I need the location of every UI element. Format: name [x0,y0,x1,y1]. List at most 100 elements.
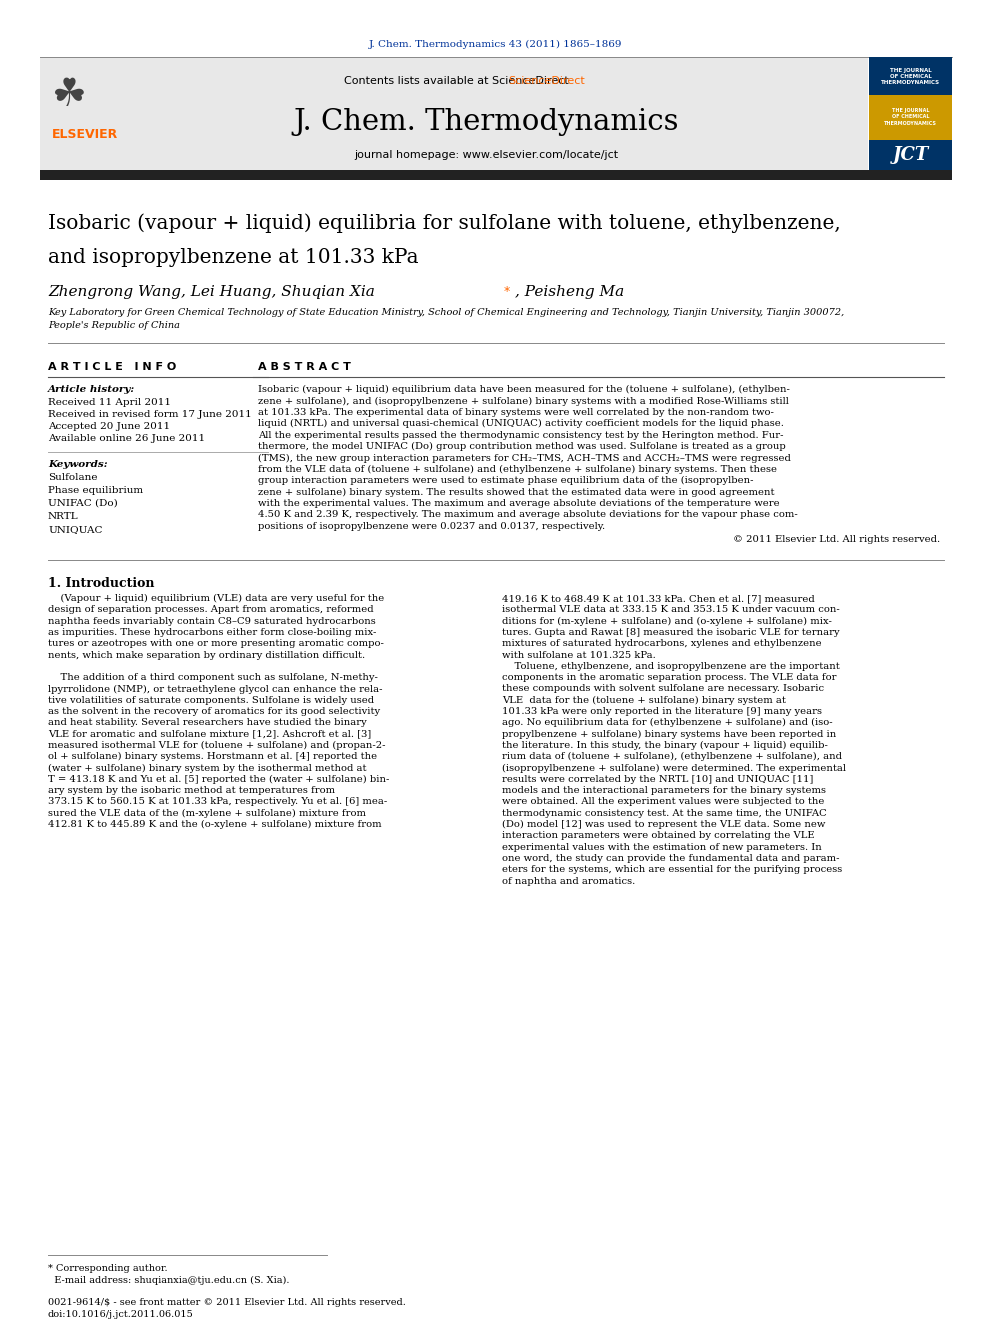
Text: *: * [503,284,510,298]
Text: ScienceDirect: ScienceDirect [508,75,584,86]
Bar [40,169,952,180]
Text: E-mail address: shuqianxia@tju.edu.cn (S. Xia).: E-mail address: shuqianxia@tju.edu.cn (S… [48,1275,290,1285]
Text: (Vapour + liquid) equilibrium (VLE) data are very useful for the: (Vapour + liquid) equilibrium (VLE) data… [48,594,384,603]
Text: the literature. In this study, the binary (vapour + liquid) equilib-: the literature. In this study, the binar… [502,741,828,750]
Text: The addition of a third component such as sulfolane, N-methy-: The addition of a third component such a… [48,673,378,683]
Text: Sulfolane: Sulfolane [48,474,97,482]
Text: , Peisheng Ma: , Peisheng Ma [515,284,625,299]
Text: liquid (NRTL) and universal quasi-chemical (UNIQUAC) activity coefficient models: liquid (NRTL) and universal quasi-chemic… [258,419,784,429]
Text: as impurities. These hydrocarbons either form close-boiling mix-: as impurities. These hydrocarbons either… [48,628,376,636]
Text: lpyrrolidone (NMP), or tetraethylene glycol can enhance the rela-: lpyrrolidone (NMP), or tetraethylene gly… [48,684,383,693]
Text: 419.16 K to 468.49 K at 101.33 kPa. Chen et al. [7] measured: 419.16 K to 468.49 K at 101.33 kPa. Chen… [502,594,814,603]
Text: Zhengrong Wang, Lei Huang, Shuqian Xia: Zhengrong Wang, Lei Huang, Shuqian Xia [48,284,375,299]
Text: tive volatilities of saturate components. Sulfolane is widely used: tive volatilities of saturate components… [48,696,374,705]
Text: (isopropylbenzene + sulfolane) were determined. The experimental: (isopropylbenzene + sulfolane) were dete… [502,763,846,773]
Text: (Do) model [12] was used to represent the VLE data. Some new: (Do) model [12] was used to represent th… [502,820,825,830]
Text: VLE for aromatic and sulfolane mixture [1,2]. Ashcroft et al. [3]: VLE for aromatic and sulfolane mixture [… [48,729,371,738]
Text: (water + sulfolane) binary system by the isothermal method at: (water + sulfolane) binary system by the… [48,763,366,773]
Text: sured the VLE data of the (m-xylene + sulfolane) mixture from: sured the VLE data of the (m-xylene + su… [48,808,366,818]
Text: rium data of (toluene + sulfolane), (ethylbenzene + sulfolane), and: rium data of (toluene + sulfolane), (eth… [502,753,842,761]
Text: Isobaric (vapour + liquid) equilibrium data have been measured for the (toluene : Isobaric (vapour + liquid) equilibrium d… [258,385,790,394]
Text: were obtained. All the experiment values were subjected to the: were obtained. All the experiment values… [502,798,824,807]
Text: Phase equilibrium: Phase equilibrium [48,486,143,495]
Text: and isopropylbenzene at 101.33 kPa: and isopropylbenzene at 101.33 kPa [48,247,419,267]
Text: experimental values with the estimation of new parameters. In: experimental values with the estimation … [502,843,821,852]
Text: propylbenzene + sulfolane) binary systems have been reported in: propylbenzene + sulfolane) binary system… [502,729,836,738]
Text: interaction parameters were obtained by correlating the VLE: interaction parameters were obtained by … [502,831,814,840]
Text: measured isothermal VLE for (toluene + sulfolane) and (propan-2-: measured isothermal VLE for (toluene + s… [48,741,386,750]
Text: from the VLE data of (toluene + sulfolane) and (ethylbenzene + sulfolane) binary: from the VLE data of (toluene + sulfolan… [258,464,777,474]
Text: 101.33 kPa were only reported in the literature [9] many years: 101.33 kPa were only reported in the lit… [502,706,822,716]
Bar [869,57,952,95]
Text: journal homepage: www.elsevier.com/locate/jct: journal homepage: www.elsevier.com/locat… [354,149,618,160]
Text: 0021-9614/$ - see front matter © 2011 Elsevier Ltd. All rights reserved.: 0021-9614/$ - see front matter © 2011 El… [48,1298,406,1307]
Text: doi:10.1016/j.jct.2011.06.015: doi:10.1016/j.jct.2011.06.015 [48,1310,193,1319]
Text: thermore, the model UNIFAC (Do) group contribution method was used. Sulfolane is: thermore, the model UNIFAC (Do) group co… [258,442,786,451]
Text: 1. Introduction: 1. Introduction [48,577,155,590]
Text: Toluene, ethylbenzene, and isopropylbenzene are the important: Toluene, ethylbenzene, and isopropylbenz… [502,662,839,671]
Text: ol + sulfolane) binary systems. Horstmann et al. [4] reported the: ol + sulfolane) binary systems. Horstman… [48,753,377,761]
Text: models and the interactional parameters for the binary systems: models and the interactional parameters … [502,786,826,795]
Text: these compounds with solvent sulfolane are necessary. Isobaric: these compounds with solvent sulfolane a… [502,684,824,693]
Text: Key Laboratory for Green Chemical Technology of State Education Ministry, School: Key Laboratory for Green Chemical Techno… [48,308,844,318]
Text: group interaction parameters were used to estimate phase equilibrium data of the: group interaction parameters were used t… [258,476,754,486]
Text: * Corresponding author.: * Corresponding author. [48,1263,168,1273]
Text: with the experimental values. The maximum and average absolute deviations of the: with the experimental values. The maximu… [258,499,780,508]
Text: UNIQUAC: UNIQUAC [48,525,102,534]
Text: as the solvent in the recovery of aromatics for its good selectivity: as the solvent in the recovery of aromat… [48,706,380,716]
Text: results were correlated by the NRTL [10] and UNIQUAC [11]: results were correlated by the NRTL [10]… [502,775,813,783]
Text: ago. No equilibrium data for (ethylbenzene + sulfolane) and (iso-: ago. No equilibrium data for (ethylbenze… [502,718,832,728]
Text: THE JOURNAL
OF CHEMICAL
THERMODYNAMICS: THE JOURNAL OF CHEMICAL THERMODYNAMICS [881,67,940,86]
Text: mixtures of saturated hydrocarbons, xylenes and ethylbenzene: mixtures of saturated hydrocarbons, xyle… [502,639,821,648]
Text: ELSEVIER: ELSEVIER [52,128,118,142]
Text: nents, which make separation by ordinary distillation difficult.: nents, which make separation by ordinary… [48,651,365,659]
Text: tures. Gupta and Rawat [8] measured the isobaric VLE for ternary: tures. Gupta and Rawat [8] measured the … [502,628,839,636]
Text: J. Chem. Thermodynamics 43 (2011) 1865–1869: J. Chem. Thermodynamics 43 (2011) 1865–1… [369,40,623,49]
Text: © 2011 Elsevier Ltd. All rights reserved.: © 2011 Elsevier Ltd. All rights reserved… [733,536,940,544]
Text: UNIFAC (Do): UNIFAC (Do) [48,499,118,508]
Text: Article history:: Article history: [48,385,135,394]
Text: at 101.33 kPa. The experimental data of binary systems were well correlated by t: at 101.33 kPa. The experimental data of … [258,407,774,417]
Text: All the experimental results passed the thermodynamic consistency test by the He: All the experimental results passed the … [258,430,784,439]
Text: naphtha feeds invariably contain C8–C9 saturated hydrocarbons: naphtha feeds invariably contain C8–C9 s… [48,617,376,626]
Text: positions of isopropylbenzene were 0.0237 and 0.0137, respectively.: positions of isopropylbenzene were 0.023… [258,521,605,531]
Text: Received in revised form 17 June 2011: Received in revised form 17 June 2011 [48,410,252,419]
Text: components in the aromatic separation process. The VLE data for: components in the aromatic separation pr… [502,673,836,683]
Text: 373.15 K to 560.15 K at 101.33 kPa, respectively. Yu et al. [6] mea-: 373.15 K to 560.15 K at 101.33 kPa, resp… [48,798,387,807]
Text: J. Chem. Thermodynamics: J. Chem. Thermodynamics [294,108,679,136]
Text: Keywords:: Keywords: [48,460,107,468]
Text: design of separation processes. Apart from aromatics, reformed: design of separation processes. Apart fr… [48,606,374,614]
Text: Contents lists available at ScienceDirect: Contents lists available at ScienceDirec… [344,75,568,86]
Text: zene + sulfolane) binary system. The results showed that the estimated data were: zene + sulfolane) binary system. The res… [258,488,775,496]
Text: THE JOURNAL
OF CHEMICAL
THERMODYNAMICS: THE JOURNAL OF CHEMICAL THERMODYNAMICS [884,108,937,126]
Text: NRTL: NRTL [48,512,78,521]
Text: one word, the study can provide the fundamental data and param-: one word, the study can provide the fund… [502,853,839,863]
Text: A B S T R A C T: A B S T R A C T [258,363,351,372]
Text: (TMS), the new group interaction parameters for CH₂–TMS, ACH–TMS and ACCH₂–TMS w: (TMS), the new group interaction paramet… [258,454,791,463]
Text: of naphtha and aromatics.: of naphtha and aromatics. [502,877,635,885]
Text: 412.81 K to 445.89 K and the (o-xylene + sulfolane) mixture from: 412.81 K to 445.89 K and the (o-xylene +… [48,820,382,830]
Text: eters for the systems, which are essential for the purifying process: eters for the systems, which are essenti… [502,865,842,875]
Bar [869,140,952,169]
Text: ☘: ☘ [52,75,87,114]
Text: Accepted 20 June 2011: Accepted 20 June 2011 [48,422,170,431]
Text: isothermal VLE data at 333.15 K and 353.15 K under vacuum con-: isothermal VLE data at 333.15 K and 353.… [502,606,839,614]
Text: 4.50 K and 2.39 K, respectively. The maximum and average absolute deviations for: 4.50 K and 2.39 K, respectively. The max… [258,511,798,520]
Text: with sulfolane at 101.325 kPa.: with sulfolane at 101.325 kPa. [502,651,656,659]
Text: thermodynamic consistency test. At the same time, the UNIFAC: thermodynamic consistency test. At the s… [502,808,826,818]
Text: zene + sulfolane), and (isopropylbenzene + sulfolane) binary systems with a modi: zene + sulfolane), and (isopropylbenzene… [258,397,789,406]
Text: Received 11 April 2011: Received 11 April 2011 [48,398,171,407]
Text: Isobaric (vapour + liquid) equilibria for sulfolane with toluene, ethylbenzene,: Isobaric (vapour + liquid) equilibria fo… [48,213,841,233]
Text: Available online 26 June 2011: Available online 26 June 2011 [48,434,205,443]
Text: People's Republic of China: People's Republic of China [48,321,180,329]
Text: and heat stability. Several researchers have studied the binary: and heat stability. Several researchers … [48,718,367,728]
Text: ary system by the isobaric method at temperatures from: ary system by the isobaric method at tem… [48,786,335,795]
Text: ditions for (m-xylene + sulfolane) and (o-xylene + sulfolane) mix-: ditions for (m-xylene + sulfolane) and (… [502,617,832,626]
Text: A R T I C L E   I N F O: A R T I C L E I N F O [48,363,177,372]
Bar [869,95,952,140]
Bar [40,57,868,169]
Text: T = 413.18 K and Yu et al. [5] reported the (water + sulfolane) bin-: T = 413.18 K and Yu et al. [5] reported … [48,775,390,785]
Text: tures or azeotropes with one or more presenting aromatic compo-: tures or azeotropes with one or more pre… [48,639,384,648]
Text: VLE  data for the (toluene + sulfolane) binary system at: VLE data for the (toluene + sulfolane) b… [502,696,786,705]
Text: JCT: JCT [893,146,929,164]
